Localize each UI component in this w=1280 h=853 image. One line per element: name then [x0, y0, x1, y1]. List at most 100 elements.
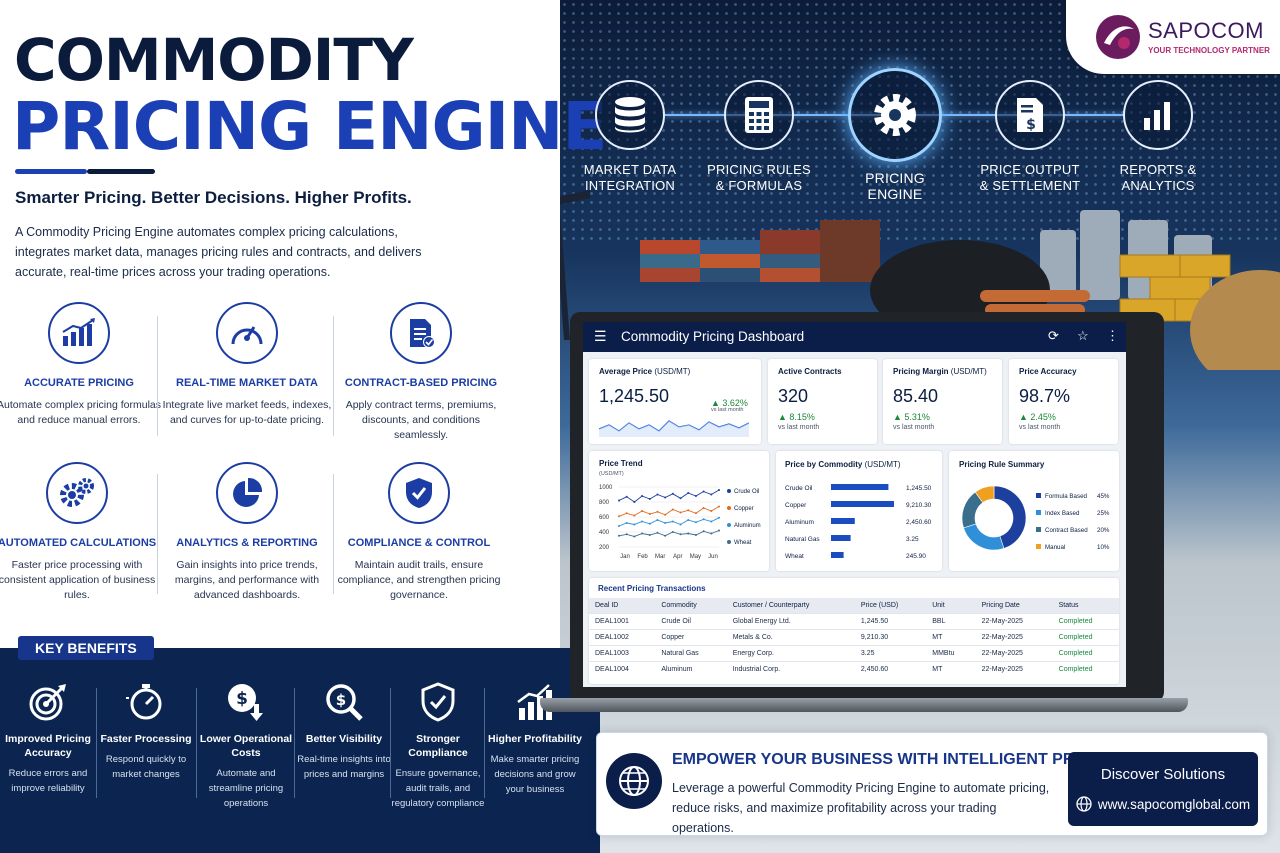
benefit-divider	[390, 688, 391, 798]
trend-point	[648, 534, 651, 536]
table-row[interactable]: DEAL1004 Aluminum Industrial Corp. 2,450.60…	[589, 661, 1119, 677]
donut-legend-swatch	[1036, 493, 1041, 498]
discover-solutions-button[interactable]: Discover Solutions www.sapocomglobal.com	[1068, 752, 1258, 826]
globe-icon	[606, 753, 662, 809]
table-cell: 2,450.60	[854, 661, 927, 677]
benefit-faster-processing: Faster Processing Respond quickly to mar…	[98, 680, 194, 782]
trend-point	[656, 531, 659, 534]
status-badge: Completed	[1052, 645, 1119, 662]
trend-point	[679, 533, 682, 536]
benefit-lower-operational-costs: $ Lower Operational Costs Automate and s…	[198, 680, 294, 811]
commodity-bar-label: Crude Oil	[785, 485, 813, 492]
trend-series-line	[618, 506, 720, 517]
trend-point	[671, 520, 674, 523]
commodity-bar-label: Copper	[785, 502, 807, 509]
table-row[interactable]: DEAL1002 Copper Metals & Co. 9,210.30 MT 22-M…	[589, 629, 1119, 646]
step-reports-analytics: REPORTS & ANALYTICS	[1103, 80, 1213, 194]
benefit-title: Faster Processing	[100, 733, 192, 745]
commodity-bar-label: Natural Gas	[785, 536, 820, 543]
svg-text:$: $	[1026, 117, 1036, 133]
table-header-cell[interactable]: Commodity	[655, 598, 727, 614]
benefit-divider	[96, 688, 97, 798]
sapocom-logo-icon	[1096, 15, 1140, 59]
recent-transactions-card[interactable]: Recent Pricing Transactions Deal ID Commo…	[589, 578, 1119, 684]
table-header-cell[interactable]: Unit	[926, 598, 976, 614]
gears-icon	[46, 462, 108, 524]
table-row[interactable]: DEAL1003 Natural Gas Energy Corp. 3.25 MMBtu…	[589, 645, 1119, 662]
table-header-cell[interactable]: Price (USD)	[854, 598, 927, 614]
table-cell: Crude Oil	[655, 613, 727, 630]
trend-point	[656, 493, 659, 496]
commodity-bar-label: Aluminum	[785, 519, 814, 526]
feature-contract-based-pricing: CONTRACT-BASED PRICING Apply contract te…	[336, 302, 506, 443]
shield-check-icon	[388, 462, 450, 524]
target-icon	[0, 680, 96, 724]
menu-icon[interactable]: ☰	[594, 328, 607, 344]
donut-legend-label: Contract Based	[1045, 527, 1088, 534]
price-trend-chart: 1000 800 600 400 200 Jan Feb Mar Apr May Jun Crude …	[599, 485, 761, 560]
table-header-cell[interactable]: Pricing Date	[975, 598, 1053, 614]
step-label: PRICING RULES & FORMULAS	[707, 162, 811, 193]
trend-point	[671, 508, 674, 511]
table-header-cell[interactable]: Status	[1052, 598, 1119, 614]
title-line-2: PRICING ENGINE	[12, 88, 608, 165]
kpi-price-accuracy[interactable]: Price Accuracy 98.7% ▲ 2.45% vs last mon…	[1009, 359, 1118, 444]
kpi-sub: vs last month	[1019, 424, 1061, 431]
trend-point	[648, 498, 651, 500]
step-label: REPORTS & ANALYTICS	[1119, 162, 1197, 193]
donut-slice	[963, 523, 1005, 551]
table-cell: 22-May-2025	[975, 629, 1053, 646]
trend-point	[718, 505, 720, 508]
price-by-commodity-card[interactable]: Price by Commodity (USD/MT) Crude Oil 1,2…	[776, 451, 942, 571]
trend-point	[687, 532, 690, 535]
table-cell: Energy Corp.	[726, 645, 855, 662]
donut-legend-swatch	[1036, 544, 1041, 549]
more-icon[interactable]: ⋮	[1106, 328, 1119, 343]
trend-xtick-label: Apr	[673, 554, 682, 560]
kpi-label: Active Contracts	[778, 367, 842, 376]
gear-icon	[848, 68, 942, 162]
refresh-icon[interactable]: ⟳	[1048, 328, 1059, 343]
trend-point	[664, 534, 667, 537]
table-cell: Metals & Co.	[726, 629, 855, 646]
table-header-cell[interactable]: Deal ID	[589, 598, 656, 614]
feature-title: ANALYTICS & REPORTING	[176, 537, 318, 549]
kpi-active-contracts[interactable]: Active Contracts 320 ▲ 8.15% vs last mon…	[768, 359, 877, 444]
table-cell: 22-May-2025	[975, 645, 1053, 662]
feature-divider	[157, 474, 158, 594]
invoice-icon: $	[995, 80, 1065, 150]
kpi-pricing-margin[interactable]: Pricing Margin (USD/MT) 85.40 ▲ 5.31% vs…	[883, 359, 1002, 444]
trend-point	[702, 507, 705, 509]
transactions-table: Deal ID Commodity Customer / Counterparty P…	[589, 598, 1119, 677]
trend-series-line	[618, 530, 720, 537]
donut-slice	[974, 485, 995, 504]
table-header-cell[interactable]: Customer / Counterparty	[726, 598, 855, 614]
commodity-bar-value: 3.25	[906, 536, 919, 543]
pricing-rule-summary-card[interactable]: Pricing Rule Summary Formula Based 45% Ind…	[949, 451, 1119, 571]
title-line-1: COMMODITY	[14, 26, 414, 94]
trend-legend-label: Wheat	[734, 540, 752, 546]
shield-check-icon	[390, 680, 486, 724]
kpi-delta: ▲ 3.62%	[711, 398, 748, 408]
feature-divider	[333, 316, 334, 436]
table-row[interactable]: DEAL1001 Crude Oil Global Energy Ltd. 1,245…	[589, 613, 1119, 630]
database-icon	[595, 80, 665, 150]
trend-point	[633, 514, 636, 517]
trend-ytick-label: 600	[599, 515, 610, 521]
table-cell: 22-May-2025	[975, 661, 1053, 677]
trend-point	[648, 522, 651, 525]
feature-divider	[157, 316, 158, 436]
tagline: Smarter Pricing. Better Decisions. Highe…	[15, 188, 412, 207]
star-icon[interactable]: ☆	[1077, 328, 1089, 343]
price-trend-card[interactable]: Price Trend (USD/MT) 1000 800 600 400 200 Jan…	[589, 451, 769, 571]
cta-url-row[interactable]: www.sapocomglobal.com	[1068, 796, 1258, 812]
kpi-average-price[interactable]: Average Price (USD/MT) 1,245.50 ▲ 3.62% …	[589, 359, 761, 444]
commodity-bar-label: Wheat	[785, 553, 804, 560]
feature-analytics-reporting: ANALYTICS & REPORTING Gain insights into…	[162, 462, 332, 603]
cta-url[interactable]: www.sapocomglobal.com	[1097, 796, 1251, 812]
step-pricing-engine: PRICING ENGINE	[840, 68, 950, 202]
rule-summary-title: Pricing Rule Summary	[959, 460, 1045, 469]
brand-logo-card[interactable]: SAPOCOM YOUR TECHNOLOGY PARTNER	[1066, 0, 1280, 74]
kpi-value: 85.40	[893, 386, 939, 406]
table-cell: Aluminum	[655, 661, 727, 677]
